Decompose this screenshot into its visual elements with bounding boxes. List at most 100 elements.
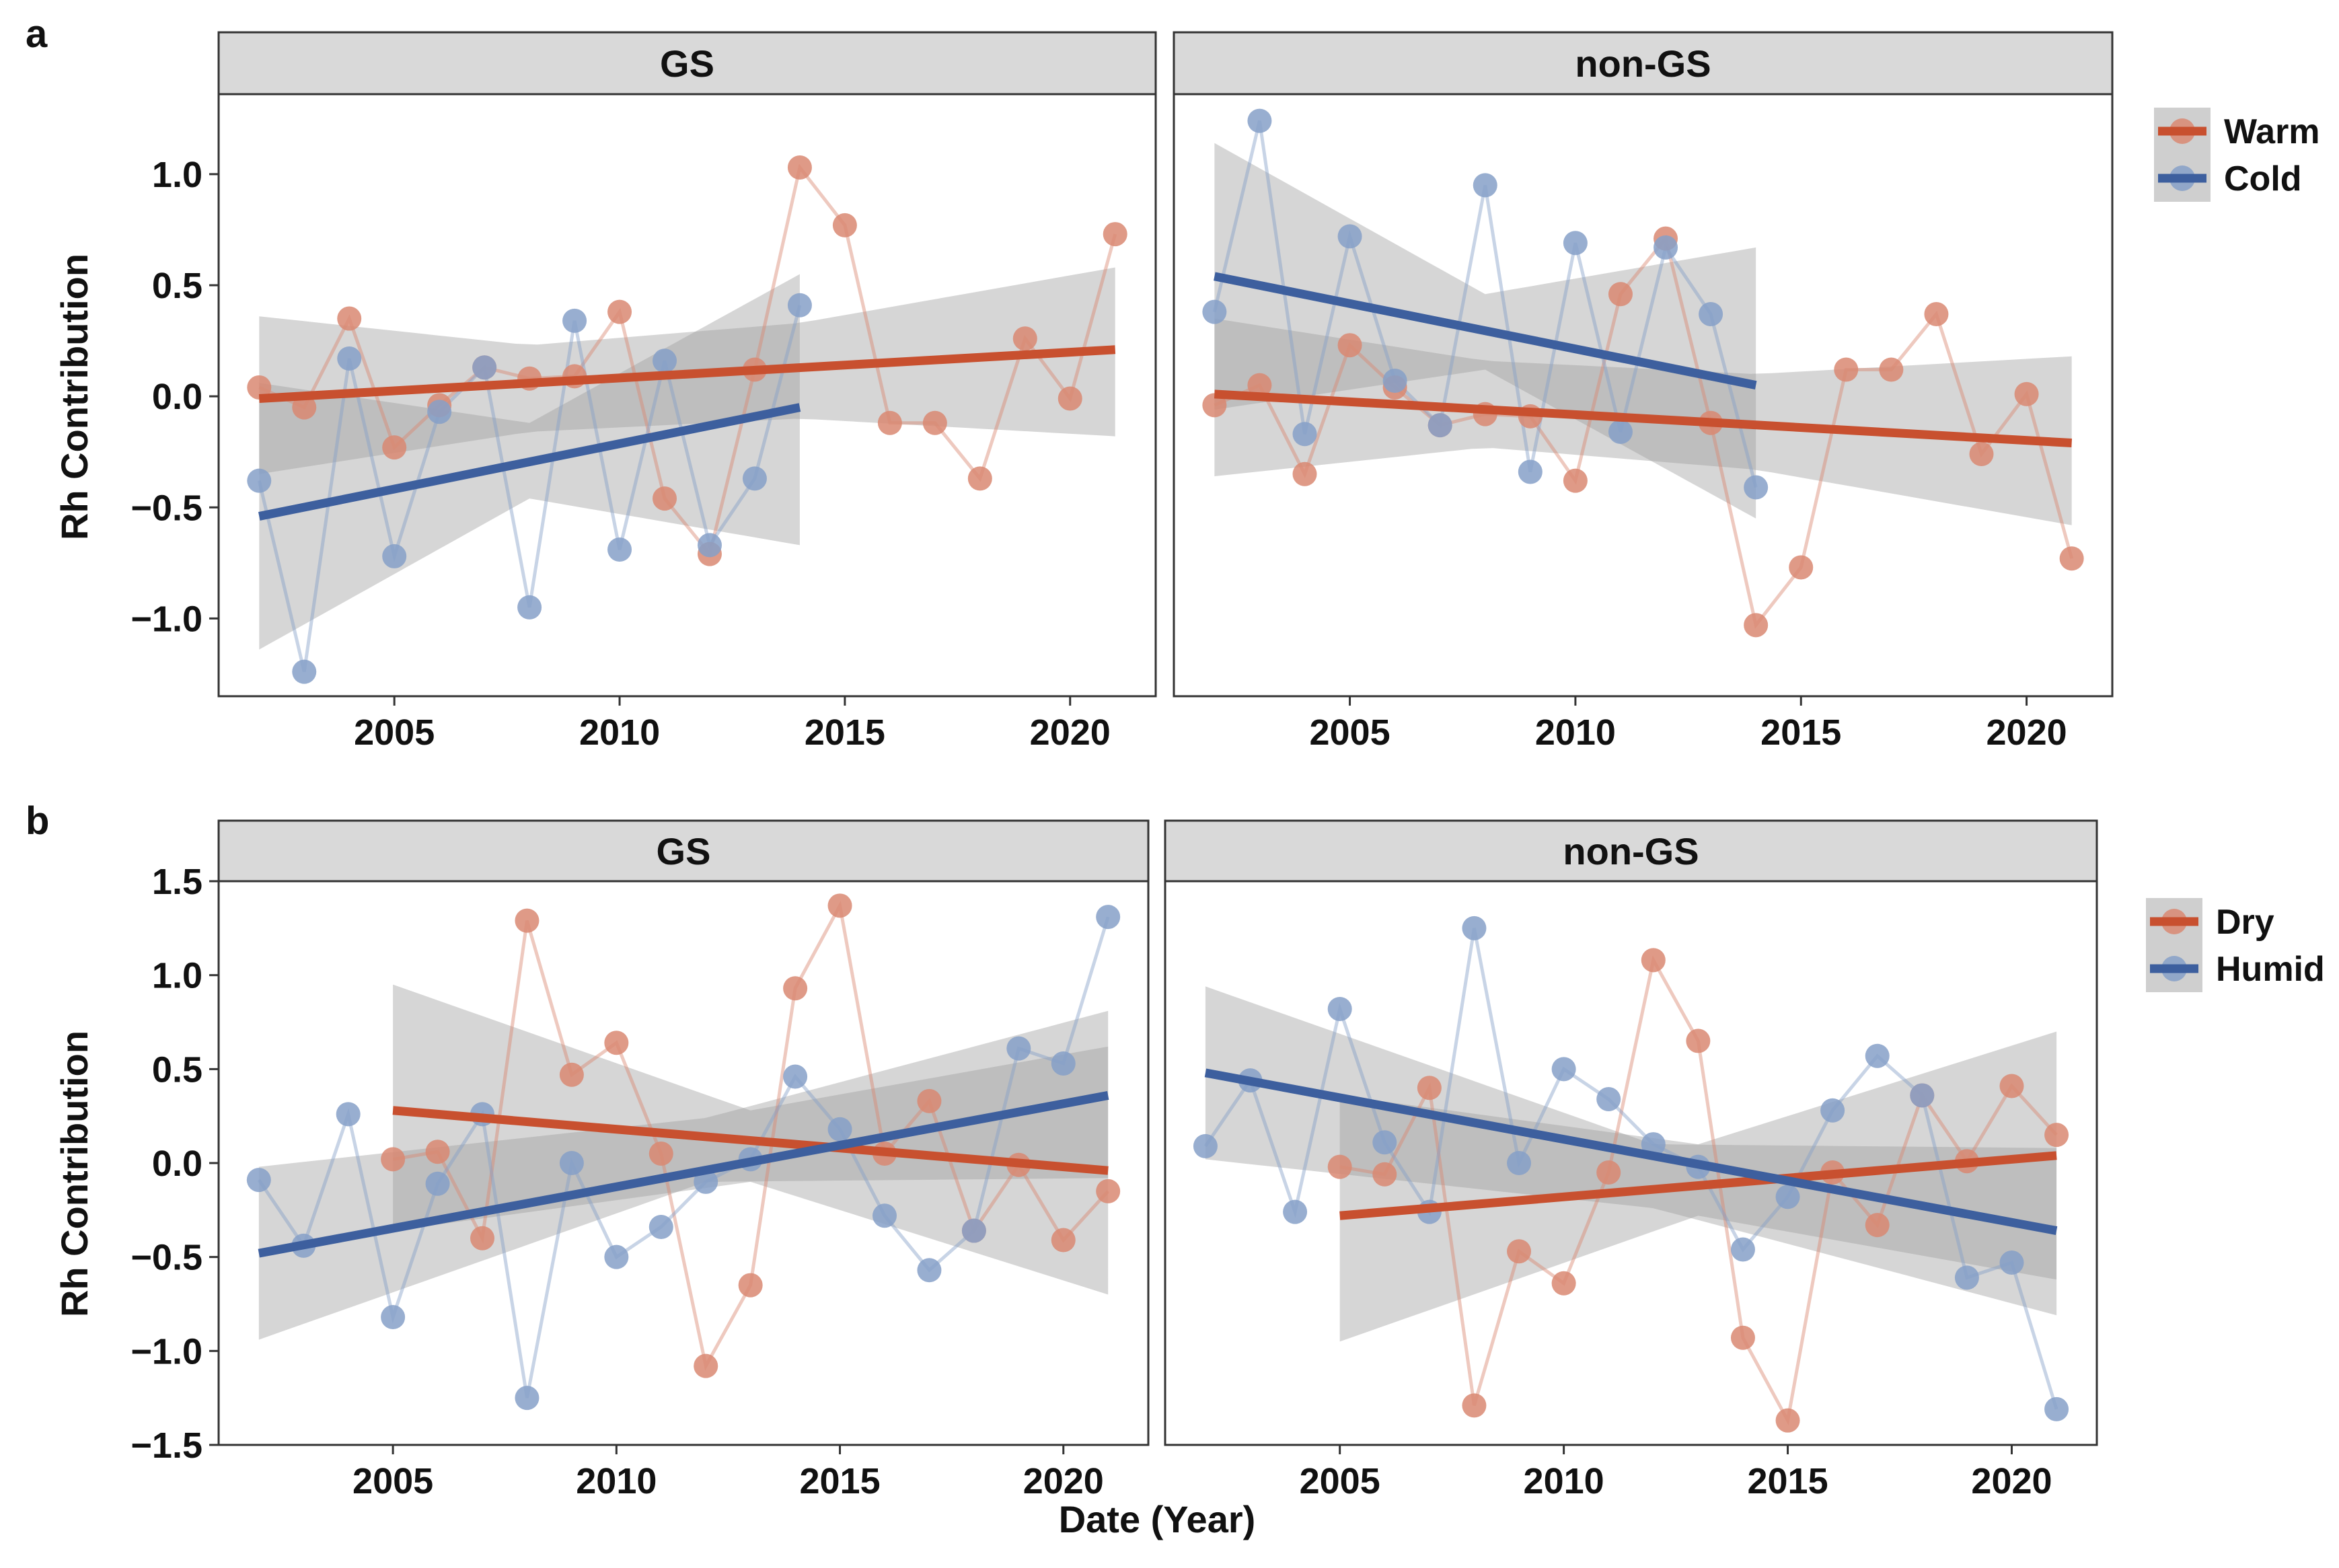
facet-strip-label: GS: [657, 830, 711, 872]
data-point-humid: [1865, 1043, 1890, 1068]
data-point-warm: [1292, 461, 1317, 486]
panel-a-gs: GS 2005 2010 2015 2020 −1.0 −0.5 0.0 0.5 1.0: [131, 31, 1157, 753]
data-point-humid: [648, 1214, 673, 1239]
data-point-dry: [783, 976, 808, 1001]
data-point-warm: [1337, 333, 1362, 358]
y-tick-label: 0.0: [152, 1144, 202, 1184]
data-point-cold: [1744, 475, 1769, 500]
data-point-humid: [1999, 1250, 2024, 1275]
data-point-warm: [1012, 326, 1037, 351]
data-point-dry: [1417, 1076, 1442, 1100]
y-tick-label: 0.0: [152, 377, 202, 417]
trend-line-dry: [392, 1106, 1109, 1175]
data-point-cold: [562, 308, 587, 333]
panel-label-a: a: [26, 12, 48, 56]
data-point-warm: [1924, 301, 1949, 326]
panel-b-non-gs: non-GS 2005 2010 2015 2020: [1164, 819, 2098, 1501]
data-point-cold: [247, 468, 272, 493]
data-point-cold: [787, 293, 812, 318]
x-tick-label: 2010: [579, 712, 660, 753]
data-point-humid: [2044, 1396, 2069, 1421]
legend-entry-warm: Warm: [2224, 112, 2320, 151]
y-tick-label: −1.0: [131, 1331, 202, 1372]
data-point-warm: [1563, 468, 1588, 493]
data-point-dry: [694, 1353, 718, 1378]
y-tick-label: 0.5: [152, 266, 202, 306]
data-point-cold: [653, 348, 677, 373]
data-point-cold: [1563, 231, 1588, 256]
data-point-humid: [381, 1305, 406, 1330]
x-tick-label: 2010: [576, 1461, 657, 1501]
data-point-dry: [1865, 1213, 1890, 1238]
y-tick-label: 1.0: [152, 155, 202, 195]
trend-line-humid: [258, 1091, 1109, 1258]
data-point-warm: [1969, 442, 1994, 467]
x-tick-label: 2010: [1524, 1461, 1604, 1501]
panel-a-non-gs: non-GS 2005 2010 2015 2020: [1173, 31, 2114, 753]
data-point-cold: [1337, 224, 1362, 249]
data-point-cold: [1292, 422, 1317, 447]
data-point-humid: [783, 1064, 808, 1089]
data-point-cold: [1654, 235, 1678, 260]
data-point-warm: [337, 306, 362, 331]
data-point-cold: [337, 346, 362, 371]
data-point-dry: [1775, 1408, 1800, 1433]
data-point-warm: [382, 435, 407, 460]
trend-line-warm: [1214, 389, 2073, 447]
y-tick-label: −1.0: [131, 599, 202, 639]
data-point-humid: [1006, 1036, 1031, 1061]
data-point-humid: [604, 1244, 629, 1269]
data-point-humid: [1327, 996, 1352, 1021]
data-point-warm: [1057, 386, 1082, 411]
data-point-cold: [607, 537, 632, 562]
trend-line-cold: [1214, 272, 1757, 390]
x-axis-title: Date (Year): [1059, 1498, 1256, 1540]
data-point-cold: [1202, 299, 1227, 324]
x-tick-label: 2005: [1309, 712, 1390, 753]
row-a: a GS 2005 2010 2015 2020 −1.0 −0.5 0.0 0.5 1.0 non…: [26, 12, 2320, 753]
x-tick-label: 2020: [1023, 1461, 1104, 1501]
data-point-dry: [515, 908, 540, 933]
data-point-warm: [653, 486, 677, 511]
data-point-dry: [425, 1140, 450, 1164]
trend-line-warm: [258, 345, 1116, 403]
data-point-warm: [2059, 546, 2084, 571]
data-point-humid: [1730, 1237, 1755, 1262]
y-axis-title-a: Rh Contribution: [53, 254, 96, 540]
data-point-cold: [517, 595, 542, 620]
data-point-humid: [827, 1117, 852, 1142]
data-point-cold: [1473, 173, 1497, 198]
x-tick-label: 2005: [352, 1461, 433, 1501]
data-point-cold: [1382, 369, 1407, 394]
row-b: b GS 2005 2010 2015 2020 −1.5 −1.0 −0.5 0.0 0.5 1.…: [26, 799, 2325, 1501]
plot-frame: [217, 93, 1157, 698]
data-point-warm: [1879, 357, 1904, 382]
data-point-warm: [1103, 222, 1127, 247]
data-point-cold: [1699, 301, 1723, 326]
facet-strip: [217, 31, 1157, 96]
data-point-warm: [292, 395, 317, 420]
y-tick-label: 0.5: [152, 1049, 202, 1090]
y-axis-title-b: Rh Contribution: [53, 1031, 96, 1317]
data-point-warm: [1834, 357, 1859, 382]
data-point-warm: [1789, 555, 1814, 580]
data-point-dry: [559, 1062, 584, 1087]
data-point-humid: [961, 1218, 986, 1243]
trend-line-cold: [258, 403, 801, 521]
data-point-humid: [694, 1169, 718, 1194]
plot-background: [1174, 94, 2112, 696]
x-tick-label: 2015: [805, 712, 885, 753]
data-point-dry: [1551, 1271, 1576, 1296]
data-point-warm: [877, 410, 902, 435]
data-point-humid: [1507, 1151, 1532, 1175]
legend-entry-humid: Humid: [2216, 950, 2325, 989]
data-point-dry: [1096, 1179, 1121, 1203]
data-point-cold: [292, 659, 317, 684]
data-point-dry: [2044, 1123, 2069, 1148]
data-point-humid: [1954, 1265, 1979, 1290]
data-point-cold: [1608, 419, 1633, 444]
data-point-warm: [607, 299, 632, 324]
data-point-dry: [1999, 1074, 2024, 1098]
data-point-dry: [738, 1273, 763, 1298]
